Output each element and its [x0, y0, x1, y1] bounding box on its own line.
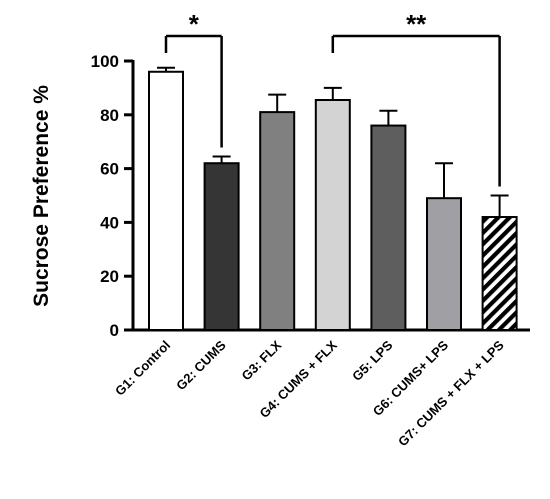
significance-annotations: * **: [164, 9, 501, 187]
bar: [314, 99, 351, 331]
error-bars: [157, 66, 509, 218]
bar: [259, 111, 296, 331]
category-label: G7: CUMS + FLX + LPS: [395, 337, 507, 449]
y-tick-label: 0: [110, 321, 119, 340]
significance-label: **: [406, 9, 427, 39]
axes: 0 20 40 60 80 100: [91, 52, 530, 340]
bars: [148, 70, 518, 332]
y-tick-label: 80: [100, 106, 119, 125]
y-tick-label: 20: [100, 267, 119, 286]
y-tick-label: 100: [91, 52, 119, 71]
bar: [203, 162, 240, 331]
y-tick-label: 40: [100, 213, 119, 232]
y-tick-label: 60: [100, 160, 119, 179]
bar: [148, 70, 184, 331]
category-label: G2: CUMS: [173, 337, 229, 393]
y-axis-label: Sucrose Preference %: [30, 85, 53, 307]
category-label: G3: FLX: [238, 337, 284, 383]
bar: [481, 216, 518, 332]
bar: [426, 197, 462, 331]
category-label: G5: LPS: [349, 337, 396, 384]
significance-label: *: [189, 9, 200, 39]
bar: [370, 124, 407, 331]
category-label: G1: Control: [112, 338, 173, 399]
